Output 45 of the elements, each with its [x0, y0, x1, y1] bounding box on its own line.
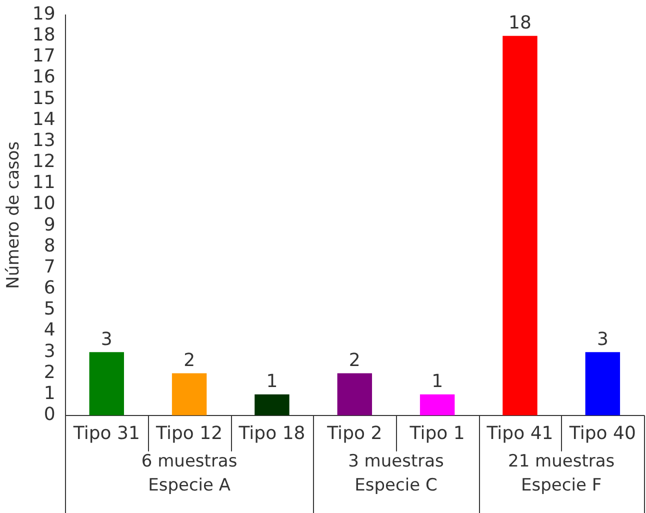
y-tick-label: 15	[32, 88, 56, 109]
bar	[585, 352, 620, 416]
data-label: 3	[596, 328, 608, 350]
y-tick-label: 16	[32, 66, 56, 88]
y-tick-label: 0	[44, 404, 56, 426]
y-tick-label: 11	[32, 172, 56, 194]
x-tick-label: Tipo 2	[326, 422, 382, 444]
x-tick-label: Tipo 18	[238, 422, 306, 444]
y-tick-label: 9	[44, 214, 56, 236]
data-label: 2	[348, 350, 360, 371]
text: 21 muestras Especie F	[508, 451, 615, 496]
y-axis-title: Número de casos	[4, 141, 24, 289]
bar	[337, 373, 372, 416]
data-label: 18	[508, 12, 532, 34]
data-label: 1	[266, 370, 278, 392]
y-tick-label: 2	[44, 362, 56, 383]
y-tick-label: 19	[32, 3, 56, 24]
y-tick-label: 17	[32, 46, 56, 67]
y-tick-label: 18	[32, 24, 56, 46]
data-label: 1	[432, 370, 444, 392]
y-tick-label: 5	[44, 298, 56, 320]
text: 6 muestras Especie A	[141, 451, 238, 496]
y-tick-label: 14	[32, 108, 56, 130]
x-tick-label: Tipo 31	[72, 422, 140, 444]
x-tick-label: Tipo 12	[155, 422, 223, 444]
y-tick-label: 8	[44, 235, 56, 256]
x-tick-label: Tipo 41	[486, 422, 554, 444]
y-tick-label: 10	[32, 193, 56, 214]
y-tick-label: 1	[44, 382, 56, 404]
y-tick-label: 3	[44, 340, 56, 362]
bar	[89, 352, 124, 416]
y-tick-label: 7	[44, 256, 56, 278]
y-tick-label: 13	[32, 130, 56, 151]
y-tick-label: 6	[44, 278, 56, 299]
x-tick-label: Tipo 1	[408, 422, 465, 444]
y-tick-label: 12	[32, 151, 56, 172]
bar	[254, 394, 290, 416]
bar	[420, 394, 455, 416]
y-tick-label: 4	[44, 320, 56, 341]
text: 3 muestras Especie C	[348, 451, 444, 496]
data-label: 3	[100, 328, 112, 350]
x-tick-label: Tipo 40	[568, 422, 636, 444]
data-label: 2	[184, 350, 196, 371]
bar	[172, 373, 207, 416]
bar	[502, 36, 538, 416]
